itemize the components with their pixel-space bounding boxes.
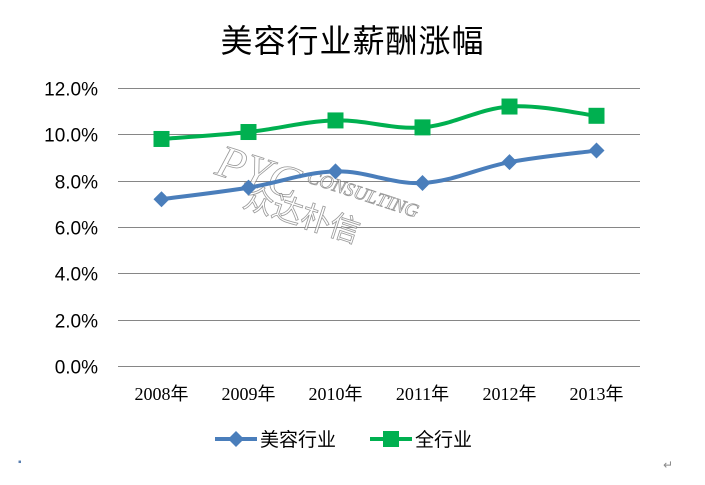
x-tick-label: 2008年 — [135, 384, 189, 404]
legend-diamond-icon — [228, 431, 244, 447]
chart-title: 美容行业薪酬涨幅 — [220, 22, 485, 60]
series-line — [159, 148, 599, 202]
x-tick-label: 2011年 — [396, 384, 449, 404]
series-all-industries — [153, 98, 605, 147]
x-tick-label: 2009年 — [222, 384, 276, 404]
legend-item: 美容行业 — [215, 429, 336, 451]
y-tick-label: 10.0% — [44, 126, 98, 147]
diamond-marker — [501, 154, 518, 171]
diamond-marker — [588, 142, 605, 159]
y-axis-ticks: 0.0% 2.0% 4.0% 6.0% 8.0% 10.0% 12.0% — [44, 80, 98, 379]
diamond-marker — [153, 191, 170, 208]
square-marker — [501, 98, 518, 115]
square-marker — [153, 130, 170, 147]
series-beauty-industry — [153, 142, 605, 208]
x-tick-label: 2012年 — [483, 384, 537, 404]
diamond-marker — [327, 163, 344, 180]
x-axis-ticks: 2008年 2009年 2010年 2011年 2012年 2013年 — [135, 384, 624, 404]
y-tick-label: 6.0% — [55, 219, 98, 240]
legend: 美容行业 全行业 — [215, 429, 472, 451]
y-tick-label: 8.0% — [55, 173, 98, 194]
x-tick-label: 2013年 — [570, 384, 624, 404]
series-lines — [153, 98, 605, 208]
paragraph-mark-left: ▪ — [18, 457, 22, 468]
y-tick-label: 4.0% — [55, 265, 98, 286]
watermark: PYC CONSULTING 众达朴信 — [209, 134, 422, 251]
paragraph-return-mark: ↵ — [663, 458, 674, 472]
gridlines — [118, 88, 640, 367]
x-tick-label: 2010年 — [309, 384, 363, 404]
diamond-marker — [414, 174, 431, 191]
square-marker — [327, 112, 344, 129]
y-tick-label: 2.0% — [55, 312, 98, 333]
legend-label: 全行业 — [415, 429, 472, 451]
legend-label: 美容行业 — [260, 429, 336, 451]
diamond-marker — [240, 179, 257, 196]
y-tick-label: 12.0% — [44, 80, 98, 101]
square-marker — [240, 124, 257, 141]
legend-square-icon — [383, 431, 399, 447]
series-line — [159, 104, 599, 141]
square-marker — [588, 107, 605, 124]
legend-item: 全行业 — [370, 429, 472, 451]
square-marker — [414, 119, 431, 136]
y-tick-label: 0.0% — [55, 358, 98, 379]
